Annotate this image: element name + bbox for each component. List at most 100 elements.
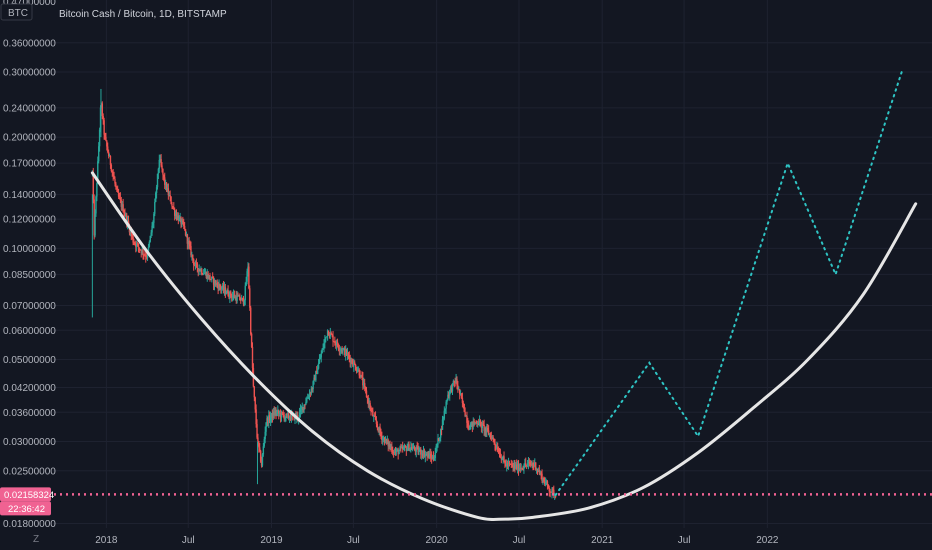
candle-body	[110, 164, 113, 171]
candle-body	[404, 446, 407, 448]
candle-body	[247, 266, 249, 272]
candle-body	[117, 192, 120, 197]
candle-body	[524, 463, 526, 468]
candle-body	[97, 146, 100, 162]
candle-body	[335, 342, 337, 346]
candle-body	[274, 411, 276, 416]
candle-body	[142, 249, 144, 255]
candle-body	[184, 229, 187, 236]
candle-body	[168, 195, 170, 196]
candle-body	[354, 364, 357, 370]
candle-body	[202, 273, 204, 275]
candle-body	[123, 212, 125, 214]
candle-body	[173, 208, 176, 216]
candle-body	[277, 410, 279, 412]
candle-body	[376, 423, 379, 428]
candle-body	[318, 359, 321, 364]
x-tick-label: 2020	[426, 535, 449, 546]
candle-body	[120, 200, 123, 207]
candle-body	[359, 375, 361, 378]
candle-body	[234, 296, 237, 298]
candle-body	[463, 403, 465, 412]
candle-body	[480, 422, 483, 429]
candle-body	[243, 300, 246, 305]
candle-body	[424, 454, 427, 457]
candle-body	[452, 380, 455, 384]
candle-body	[201, 269, 203, 274]
candle-body	[496, 447, 498, 449]
candle-body	[118, 196, 121, 198]
candle-body	[258, 441, 260, 448]
candle-body	[138, 247, 141, 250]
candle-body	[157, 168, 160, 174]
candle-body	[129, 230, 132, 233]
y-tick-label: 0.36000000	[3, 38, 56, 49]
candle-body	[398, 450, 400, 455]
candle-body	[396, 449, 398, 451]
candle-body	[410, 447, 412, 449]
candle-body	[338, 348, 341, 351]
candle-body	[477, 423, 479, 425]
scale-mode-button[interactable]: Z	[33, 534, 39, 545]
candle-body	[176, 215, 179, 219]
candle-body	[468, 429, 471, 431]
candle-body	[461, 397, 464, 403]
candle-body	[164, 182, 167, 185]
candle-body	[437, 438, 439, 445]
candle-body	[185, 234, 188, 236]
price-axis[interactable]: 0.36000000 0.30000000 0.24000000 0.20000000…	[3, 0, 56, 530]
currency-badge: BTC	[8, 8, 28, 19]
y-tick-label: 0.17000000	[3, 159, 56, 170]
candle-body	[373, 415, 375, 417]
time-axis[interactable]: 2018 Jul 2019 Jul 2020 Jul 2021 Jul 2022	[95, 535, 779, 546]
candle-body	[180, 217, 182, 225]
y-tick-label: 0.20000000	[3, 133, 56, 144]
candle-body	[485, 427, 487, 432]
candle-body	[363, 383, 366, 387]
candle-body	[332, 335, 334, 342]
candle-body	[400, 447, 402, 449]
candle-body	[386, 440, 389, 442]
candle-body	[387, 440, 389, 447]
candle-body	[164, 177, 166, 185]
candle-body	[339, 349, 341, 351]
candle-body	[106, 140, 108, 147]
x-tick-label: Jul	[513, 535, 526, 546]
candle-body	[439, 437, 441, 441]
currency-badge-box	[0, 3, 33, 21]
candle-body	[306, 398, 308, 403]
candle-body	[453, 380, 455, 382]
scale-mode-label[interactable]: Z	[33, 534, 39, 545]
candle-body	[211, 276, 214, 278]
candle-body	[460, 394, 463, 398]
candle-body	[172, 206, 174, 208]
candle-body	[456, 379, 458, 386]
candle-body	[487, 427, 489, 431]
countdown-label: 22:36:42	[8, 504, 45, 515]
candle-body	[349, 358, 351, 363]
candle-body	[278, 413, 281, 414]
chart-title: Bitcoin Cash / Bitcoin, 1D, BITSTAMP	[59, 9, 227, 20]
candle-body	[325, 336, 327, 340]
candle-body	[419, 449, 421, 451]
candle-body	[251, 346, 254, 368]
candle-body	[107, 151, 110, 157]
y-tick-label: 0.24000000	[3, 103, 56, 114]
candle-body	[402, 447, 405, 450]
candle-body	[273, 411, 275, 416]
candle-body	[289, 417, 292, 420]
grid	[53, 0, 932, 528]
candle-body	[498, 453, 501, 454]
candle-body	[218, 284, 220, 289]
candle-body	[426, 453, 428, 456]
candle-body	[315, 371, 317, 381]
candle-body	[434, 452, 436, 459]
candle-body	[345, 349, 348, 356]
candle-body	[360, 374, 362, 378]
candle-body	[195, 262, 198, 264]
candle-body	[186, 234, 189, 244]
candle-body	[415, 446, 417, 452]
candle-body	[283, 415, 285, 420]
